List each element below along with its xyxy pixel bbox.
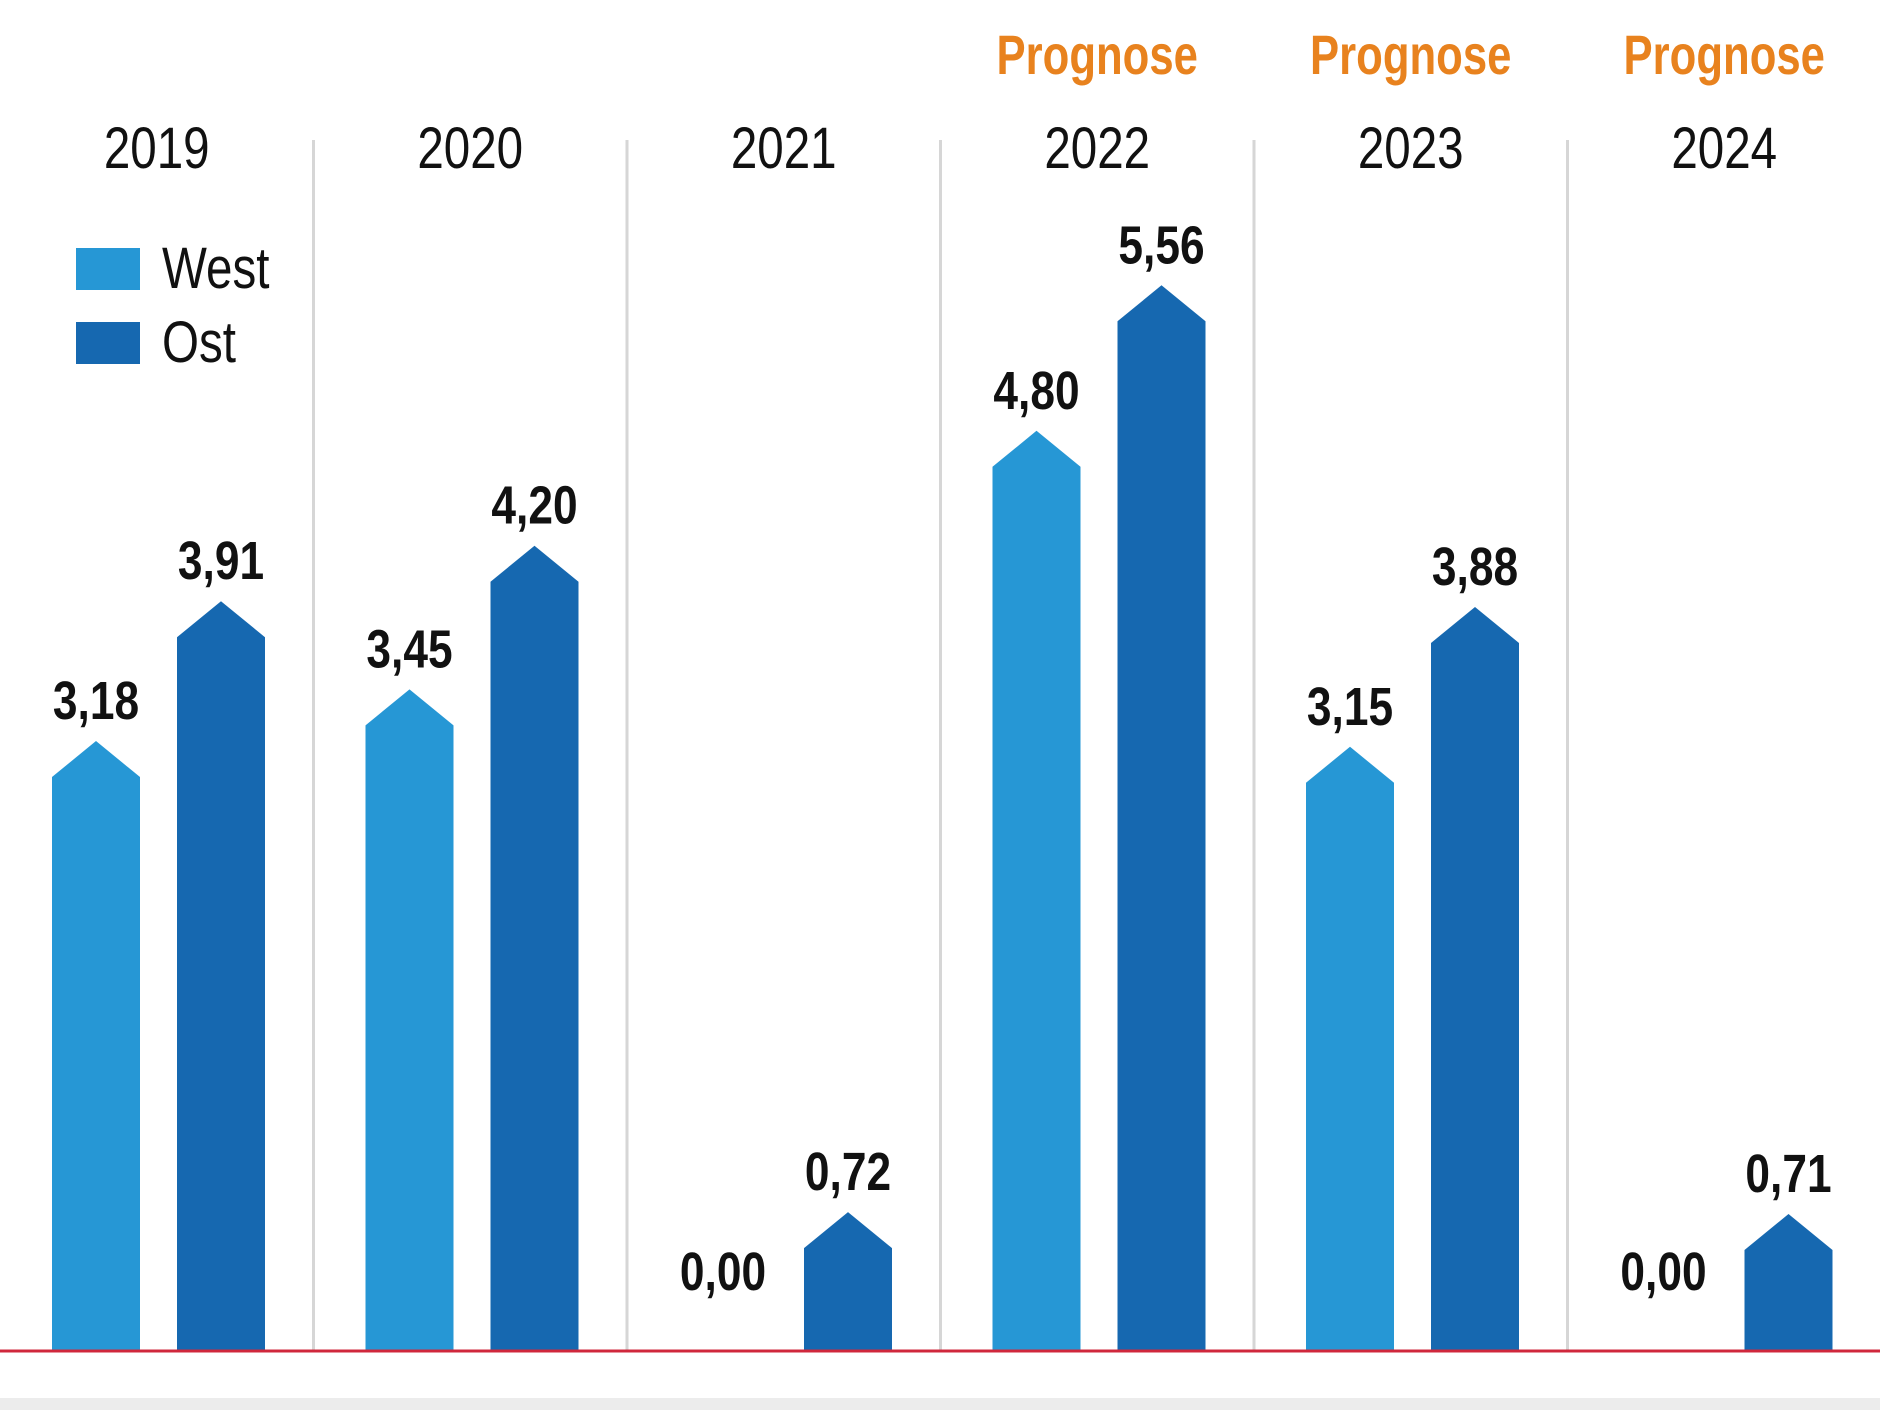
data-label-west-2020: 3,45 (366, 619, 452, 679)
legend: West Ost (76, 237, 270, 376)
bar-west-2020 (365, 689, 454, 1350)
bar-west-2019 (52, 741, 140, 1350)
data-label-ost-2023: 3,88 (1432, 537, 1518, 597)
data-label-west-2024: 0,00 (1620, 1242, 1706, 1302)
legend-label-ost: Ost (162, 311, 236, 376)
bar-ost-2024 (1744, 1214, 1833, 1350)
bar-ost-2022 (1117, 285, 1206, 1350)
data-labels: 3,18 3,91 3,45 4,20 0,00 0,72 4,80 5,56 3,15 3,88… (53, 215, 1832, 1302)
bar-ost-2021 (804, 1212, 892, 1350)
legend-swatch-west (76, 248, 140, 290)
bars (52, 285, 1833, 1350)
data-label-west-2021: 0,00 (680, 1242, 766, 1302)
data-label-ost-2020: 4,20 (491, 476, 577, 536)
bar-ost-2019 (177, 601, 265, 1350)
category-label: 2024 (1671, 117, 1777, 182)
bar-ost-2020 (490, 545, 579, 1350)
data-label-ost-2024: 0,71 (1745, 1144, 1831, 1204)
legend-label-west: West (162, 237, 270, 302)
forecast-label: Prognose (1310, 24, 1511, 86)
category-headers: 2019 2020 2021 2022 Prognose 2023 Prognose 2024… (104, 24, 1825, 181)
forecast-label: Prognose (1624, 24, 1825, 86)
legend-swatch-ost (76, 322, 140, 364)
data-label-ost-2022: 5,56 (1118, 215, 1204, 275)
data-label-ost-2019: 3,91 (178, 531, 264, 591)
bar-west-2022 (992, 430, 1081, 1350)
bar-west-2023 (1306, 746, 1394, 1350)
data-label-west-2023: 3,15 (1307, 677, 1393, 737)
data-label-west-2019: 3,18 (53, 671, 139, 731)
bar-ost-2023 (1431, 606, 1519, 1350)
column-separators (312, 140, 1569, 1350)
category-label: 2020 (417, 117, 523, 182)
data-label-west-2022: 4,80 (993, 361, 1079, 421)
category-label: 2021 (731, 117, 837, 182)
category-label: 2023 (1358, 117, 1464, 182)
data-label-ost-2021: 0,72 (805, 1142, 891, 1202)
forecast-label: Prognose (997, 24, 1198, 86)
category-label: 2022 (1044, 117, 1150, 182)
category-label: 2019 (104, 117, 210, 182)
footer-strip (0, 1398, 1880, 1410)
